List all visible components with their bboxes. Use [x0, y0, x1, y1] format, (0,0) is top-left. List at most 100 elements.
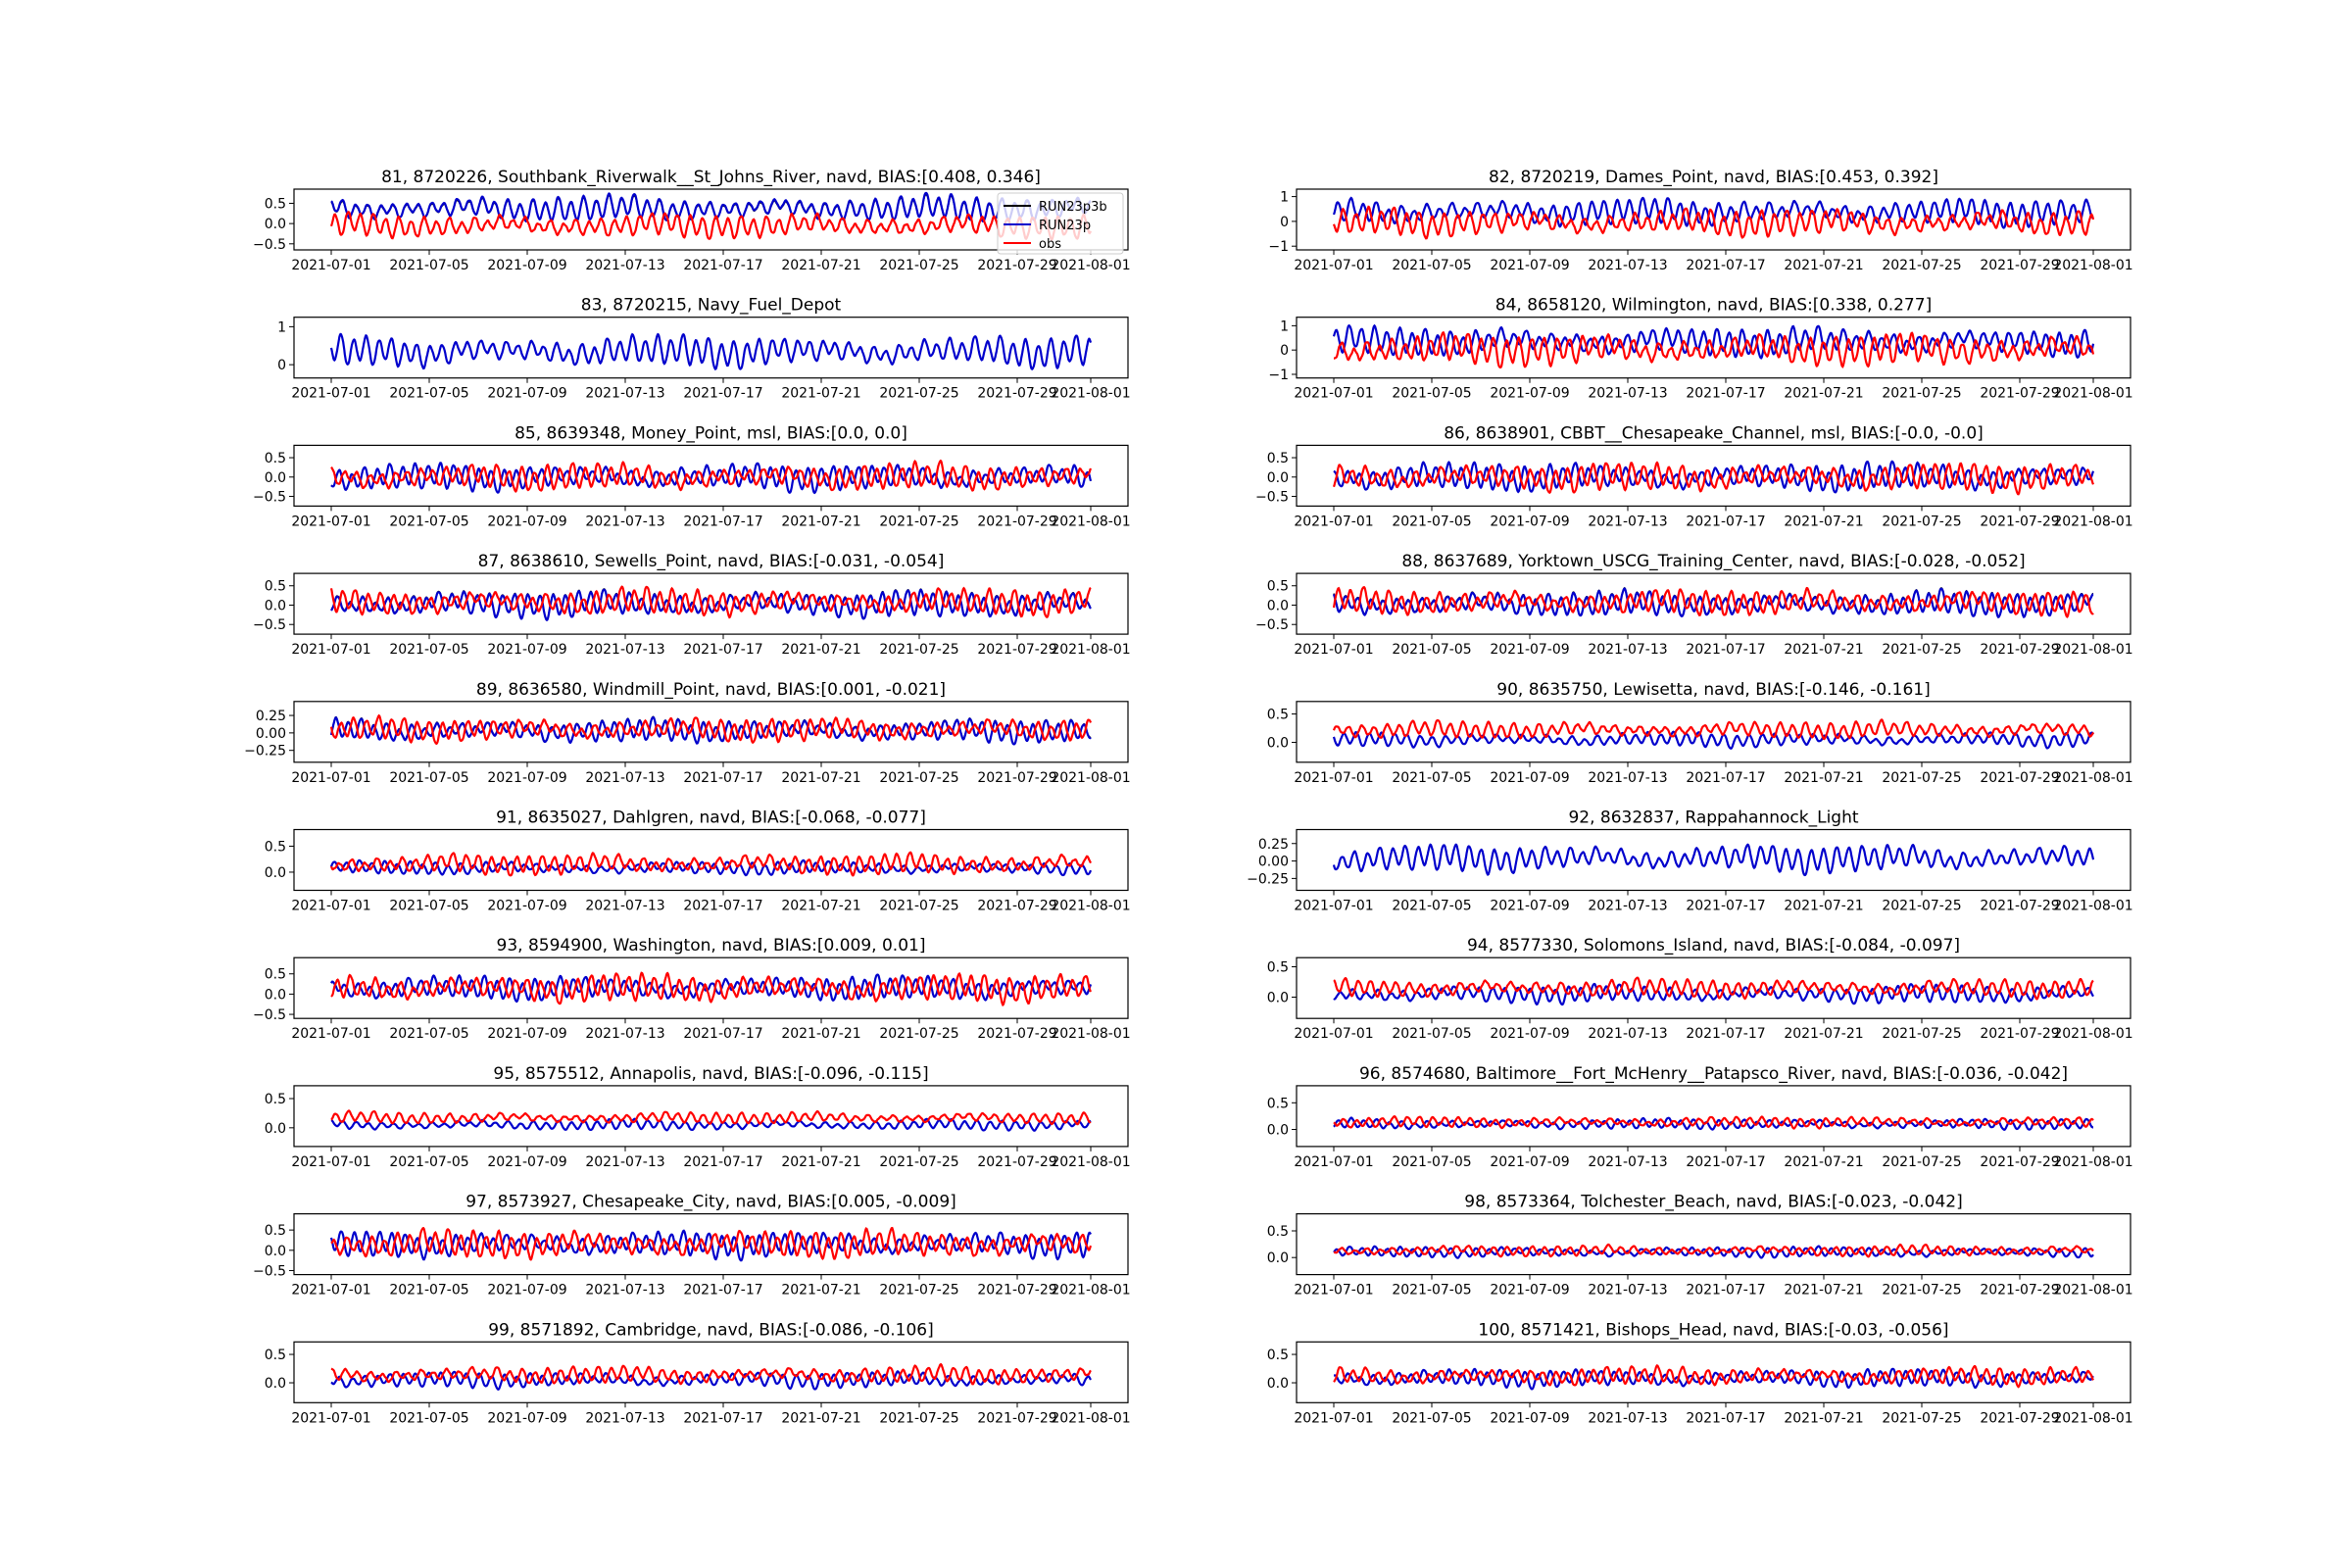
y-tick-label: −0.5	[1255, 490, 1289, 506]
x-tick-label: 2021-07-09	[487, 770, 566, 786]
subplot-title: 94, 8577330, Solomons_Island, navd, BIAS…	[1467, 936, 1960, 956]
x-tick-label: 2021-07-17	[683, 1154, 762, 1170]
x-tick-label: 2021-07-17	[683, 514, 762, 529]
series-line-obs	[1332, 586, 2094, 618]
x-tick-label: 2021-07-13	[1588, 899, 1667, 914]
series-line-obs	[330, 459, 1093, 493]
x-tick-label: 2021-07-21	[781, 386, 860, 402]
y-tick-label: −0.5	[253, 490, 286, 506]
y-tick-label: −0.25	[1247, 871, 1289, 887]
subplot-20: 100, 8571421, Bishops_Head, navd, BIAS:[…	[1267, 1320, 2133, 1426]
x-tick-label: 2021-07-21	[1784, 386, 1863, 402]
y-tick-label: 0.25	[256, 709, 286, 724]
axes-frame	[293, 188, 1129, 251]
x-tick-label: 2021-07-29	[977, 899, 1056, 914]
axes-frame	[1296, 572, 2132, 635]
x-tick-label: 2021-07-09	[487, 899, 566, 914]
subplot-3: 83, 8720215, Navy_Fuel_Depot 2021-07-01 20…	[277, 296, 1131, 402]
y-tick-label: −0.5	[253, 1263, 286, 1279]
subplot-10: 90, 8635750, Lewisetta, navd, BIAS:[-0.1…	[1267, 680, 2133, 786]
axes-frame	[1296, 444, 2132, 507]
series-line-RUN23p	[329, 332, 1093, 371]
subplot-17: 97, 8573927, Chesapeake_City, navd, BIAS…	[253, 1193, 1131, 1298]
x-tick-label: 2021-07-05	[389, 258, 468, 273]
x-tick-label: 2021-07-13	[1588, 1410, 1667, 1426]
x-tick-label: 2021-07-17	[683, 1283, 762, 1298]
legend-label: obs	[1039, 237, 1061, 252]
y-tick-label: 0.5	[265, 839, 286, 855]
x-tick-label: 2021-07-05	[1392, 1410, 1471, 1426]
y-tick-label: 0.5	[265, 1223, 286, 1239]
axes-frame	[293, 701, 1129, 763]
legend-box	[997, 192, 1124, 255]
y-tick-label: 0.5	[265, 1092, 286, 1107]
y-tick-label: 0.0	[1267, 736, 1289, 752]
x-tick-label: 2021-07-17	[1686, 1154, 1765, 1170]
y-tick-label: 0.25	[1258, 837, 1289, 853]
x-tick-label: 2021-07-17	[683, 1026, 762, 1042]
series-line-obs	[330, 1362, 1092, 1386]
y-tick-label: 0.5	[265, 196, 286, 212]
x-tick-label: 2021-08-01	[2053, 642, 2132, 658]
x-tick-label: 2021-07-05	[1392, 1283, 1471, 1298]
x-tick-label: 2021-07-09	[1490, 1283, 1569, 1298]
x-tick-label: 2021-07-29	[977, 258, 1056, 273]
subplot-title: 93, 8594900, Washington, navd, BIAS:[0.0…	[497, 936, 926, 956]
series-line-obs	[1332, 718, 2094, 741]
series-line-RUN23p	[1332, 587, 2094, 619]
series-line-RUN23p	[1333, 982, 2094, 1006]
x-tick-label: 2021-07-09	[1490, 258, 1569, 273]
x-tick-label: 2021-07-13	[585, 642, 664, 658]
x-tick-label: 2021-08-01	[2053, 899, 2132, 914]
series-line-RUN23p	[1332, 730, 2094, 751]
x-tick-label: 2021-08-01	[1051, 258, 1130, 273]
x-tick-label: 2021-07-21	[781, 1410, 860, 1426]
subplot-title: 99, 8571892, Cambridge, navd, BIAS:[-0.0…	[488, 1320, 934, 1340]
x-tick-label: 2021-07-25	[1882, 514, 1961, 529]
x-tick-label: 2021-07-01	[291, 1026, 370, 1042]
subplot-4: 84, 8658120, Wilmington, navd, BIAS:[0.3…	[1268, 296, 2132, 402]
x-tick-label: 2021-07-13	[585, 1283, 664, 1298]
x-tick-label: 2021-07-09	[487, 1026, 566, 1042]
x-tick-label: 2021-07-25	[1882, 770, 1961, 786]
x-tick-label: 2021-07-09	[487, 1154, 566, 1170]
x-tick-label: 2021-07-01	[291, 899, 370, 914]
x-tick-label: 2021-07-01	[1294, 899, 1373, 914]
x-tick-label: 2021-07-29	[977, 1026, 1056, 1042]
series-line-RUN23p3b	[1333, 730, 2094, 750]
x-tick-label: 2021-07-21	[1784, 258, 1863, 273]
subplot-7: 87, 8638610, Sewells_Point, navd, BIAS:[…	[253, 552, 1131, 658]
axes-frame	[293, 828, 1129, 892]
x-tick-label: 2021-07-09	[1490, 1026, 1569, 1042]
x-tick-label: 2021-07-21	[781, 1154, 860, 1170]
x-tick-label: 2021-08-01	[2053, 1410, 2132, 1426]
x-tick-label: 2021-07-01	[1294, 1410, 1373, 1426]
x-tick-label: 2021-07-09	[1490, 770, 1569, 786]
series-line-RUN23p3b	[330, 588, 1092, 620]
y-tick-label: 0.5	[1267, 1224, 1289, 1240]
x-tick-label: 2021-07-29	[977, 1154, 1056, 1170]
x-tick-label: 2021-07-13	[585, 1026, 664, 1042]
x-tick-label: 2021-07-21	[781, 770, 860, 786]
x-tick-label: 2021-07-01	[291, 1410, 370, 1426]
series-line-RUN23p	[329, 1229, 1092, 1262]
x-tick-label: 2021-07-01	[291, 514, 370, 529]
subplot-title: 88, 8637689, Yorktown_USCG_Training_Cent…	[1401, 552, 2025, 571]
series-line-RUN23p	[1333, 460, 2095, 494]
subplot-title: 89, 8636580, Windmill_Point, navd, BIAS:…	[476, 680, 946, 700]
series-line-obs	[329, 210, 1093, 242]
x-tick-label: 2021-07-13	[585, 1410, 664, 1426]
x-tick-label: 2021-07-25	[879, 258, 958, 273]
y-tick-label: 0.0	[1267, 1122, 1289, 1138]
subplot-title: 83, 8720215, Navy_Fuel_Depot	[581, 296, 842, 316]
axes-frame	[293, 444, 1129, 507]
x-tick-label: 2021-07-05	[389, 1410, 468, 1426]
y-tick-label: −1	[1268, 368, 1289, 383]
x-tick-label: 2021-07-25	[879, 1283, 958, 1298]
x-tick-label: 2021-07-01	[1294, 514, 1373, 529]
axes-frame	[1296, 1085, 2132, 1148]
subplot-2: 82, 8720219, Dames_Point, navd, BIAS:[0.…	[1268, 168, 2132, 273]
y-tick-label: −0.5	[1255, 617, 1289, 633]
x-tick-label: 2021-07-25	[1882, 1154, 1961, 1170]
x-tick-label: 2021-08-01	[2053, 386, 2132, 402]
